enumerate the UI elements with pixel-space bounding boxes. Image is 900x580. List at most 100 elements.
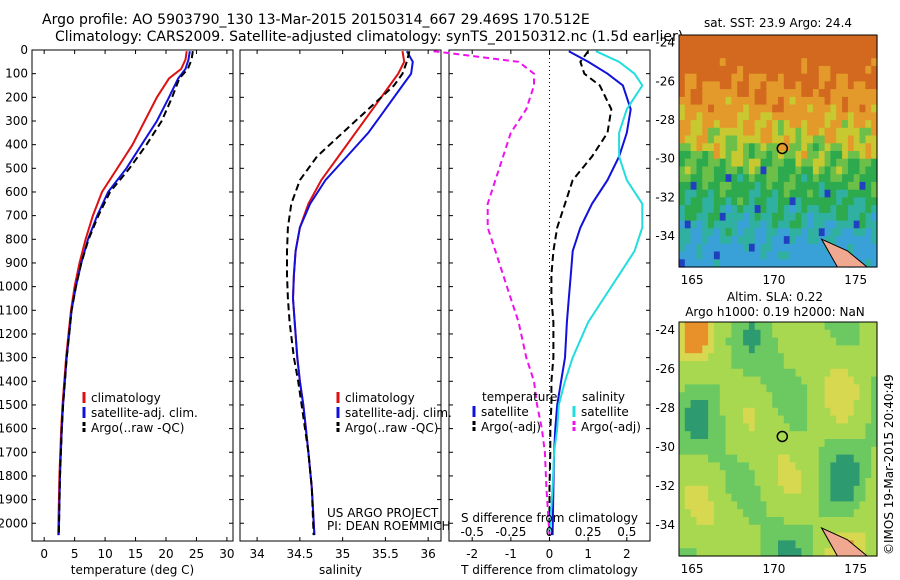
- map-cell: [772, 454, 779, 463]
- map-cell: [679, 478, 686, 487]
- map-cell: [766, 181, 773, 191]
- lat-tick-label: -34: [655, 229, 675, 243]
- map-cell: [871, 127, 878, 137]
- map-cell: [725, 251, 732, 260]
- map-cell: [731, 120, 738, 129]
- map-cell: [789, 485, 796, 495]
- map-cell: [842, 501, 849, 510]
- map-cell: [871, 259, 878, 268]
- series-line-satellite-adj-clim-: [291, 50, 414, 536]
- map-cell: [766, 251, 773, 260]
- map-cell: [807, 446, 814, 456]
- map-cell: [871, 431, 878, 440]
- map-cell: [783, 415, 791, 424]
- map-cell: [690, 345, 697, 354]
- map-cell: [679, 181, 686, 191]
- map-cell: [807, 509, 814, 518]
- map-cell: [807, 96, 814, 106]
- map-cell: [684, 120, 692, 129]
- map-cell: [713, 329, 721, 339]
- map-cell: [778, 65, 785, 75]
- map-cell: [812, 392, 820, 401]
- map-cell: [719, 532, 727, 541]
- map-cell: [812, 501, 820, 510]
- map-cell: [684, 517, 692, 526]
- map-cell: [842, 89, 849, 98]
- map-cell: [801, 376, 808, 385]
- map-cell: [708, 517, 715, 526]
- map-cell: [760, 376, 767, 385]
- map-cell: [865, 120, 872, 129]
- map-cell: [772, 96, 779, 106]
- map-cell: [859, 353, 866, 362]
- map-cell: [783, 158, 791, 167]
- map-cell: [725, 135, 732, 144]
- map-cell: [778, 337, 785, 346]
- map-cell: [836, 446, 843, 456]
- map-cell: [754, 517, 762, 526]
- map-cell: [812, 205, 820, 214]
- s-tick-label: -0.5: [460, 525, 483, 539]
- map-cell: [748, 423, 756, 432]
- map-cell: [859, 509, 866, 518]
- map-cell: [830, 42, 837, 51]
- map-cell: [812, 166, 820, 175]
- map-cell: [766, 462, 773, 471]
- map-cell: [737, 517, 744, 526]
- map-cell: [690, 96, 697, 106]
- map-cell: [731, 407, 738, 417]
- map-cell: [865, 431, 872, 440]
- map-cell: [754, 89, 762, 98]
- map-cell: [795, 65, 802, 75]
- map-cell: [772, 42, 779, 51]
- map-cell: [789, 392, 796, 401]
- map-cell: [708, 329, 715, 339]
- map-cell: [818, 532, 826, 541]
- map-cell: [702, 42, 709, 51]
- legend-temp-clim-label: climatology: [91, 391, 161, 405]
- map-cell: [679, 392, 686, 401]
- map-cell: [830, 361, 837, 370]
- map-cell: [702, 454, 709, 463]
- map-cell: [812, 368, 820, 378]
- map-cell: [743, 181, 750, 191]
- map-cell: [783, 174, 791, 183]
- map-cell: [807, 42, 814, 51]
- map-cell: [807, 337, 814, 346]
- map-cell: [696, 220, 703, 229]
- map-cell: [679, 407, 686, 417]
- map-cell: [795, 104, 802, 113]
- map-cell: [772, 181, 779, 191]
- map-cell: [696, 524, 703, 534]
- map-cell: [783, 104, 791, 113]
- map-cell: [836, 58, 843, 67]
- map-cell: [795, 361, 802, 370]
- map-cell: [871, 143, 878, 152]
- map-cell: [818, 423, 826, 432]
- map-cell: [871, 478, 878, 487]
- map-cell: [708, 243, 715, 253]
- lon-tick-label: 175: [844, 273, 867, 287]
- map-cell: [725, 532, 732, 541]
- map-cell: [865, 517, 872, 526]
- map-cell: [842, 205, 849, 214]
- map-cell: [731, 104, 738, 113]
- map-cell: [748, 197, 756, 206]
- map-cell: [679, 189, 686, 198]
- map-cell: [708, 58, 715, 67]
- map-cell: [778, 205, 785, 214]
- map-cell: [702, 205, 709, 214]
- map-cell: [731, 143, 738, 152]
- map-cell: [859, 524, 866, 534]
- map-cell: [690, 143, 697, 152]
- map-cell: [708, 104, 715, 113]
- map-cell: [859, 58, 866, 67]
- map-cell: [824, 400, 831, 409]
- map-cell: [824, 431, 831, 440]
- map-cell: [708, 392, 715, 401]
- map-cell: [801, 259, 808, 268]
- map-cell: [702, 181, 709, 191]
- map-cell: [795, 81, 802, 90]
- map-cell: [871, 400, 878, 409]
- map-cell: [772, 407, 779, 417]
